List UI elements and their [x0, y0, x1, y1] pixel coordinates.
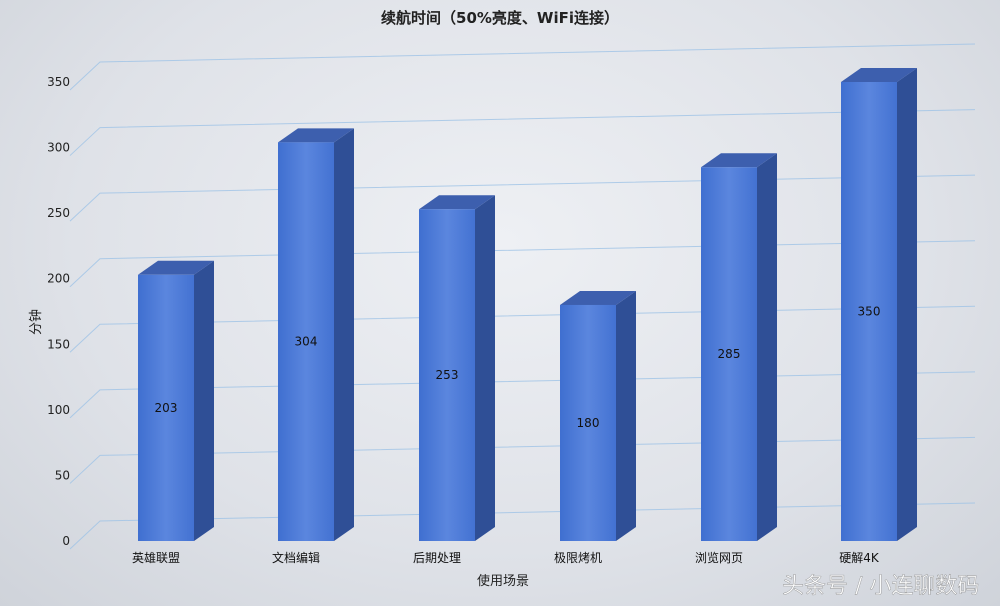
data-label: 285 — [718, 347, 741, 361]
bars: 203 304 253 180 285 350 — [138, 68, 917, 542]
x-tick-label: 极限烤机 — [554, 550, 602, 565]
y-axis-label: 分钟 — [28, 309, 44, 335]
gridline — [69, 174, 976, 222]
watermark: 头条号 / 小连聊数码 — [782, 574, 979, 599]
gridline — [69, 109, 976, 156]
y-tick-label: 50 — [55, 468, 70, 482]
x-tick-label: 英雄联盟 — [132, 550, 180, 565]
bar-front — [278, 142, 334, 541]
bar: 203 — [138, 260, 214, 541]
gridline — [69, 240, 976, 288]
gridline — [69, 305, 976, 353]
y-tick-label: 150 — [47, 337, 70, 351]
data-label: 253 — [436, 368, 459, 382]
bar-front — [138, 274, 194, 541]
x-axis-label: 使用场景 — [477, 573, 529, 589]
bar-front — [841, 82, 897, 541]
bar-side — [616, 290, 636, 541]
bar: 304 — [278, 128, 354, 541]
y-tick-label: 300 — [47, 141, 70, 155]
y-tick-label: 100 — [47, 403, 70, 417]
bar-side — [334, 128, 354, 541]
bar-side — [757, 153, 777, 541]
x-tick-label: 后期处理 — [413, 551, 461, 565]
bar: 285 — [701, 153, 777, 541]
gridlines — [69, 43, 976, 550]
bar-top — [278, 128, 354, 143]
bar-top — [419, 195, 495, 210]
bar-front — [560, 304, 616, 541]
gridline — [69, 502, 976, 550]
bar: 253 — [419, 195, 495, 542]
bar-top — [138, 260, 214, 275]
y-axis-ticks: 0 50 100 150 200 250 300 350 — [47, 75, 70, 548]
gridline — [69, 436, 976, 484]
y-tick-label: 0 — [62, 534, 70, 548]
x-tick-label: 浏览网页 — [695, 550, 743, 565]
data-label: 203 — [155, 401, 178, 415]
bar-top — [701, 153, 777, 168]
bar-top — [560, 290, 636, 305]
data-label: 304 — [295, 335, 318, 349]
data-label: 180 — [577, 416, 600, 430]
bar-front — [701, 167, 757, 541]
y-tick-label: 200 — [47, 272, 70, 286]
gridline — [69, 43, 976, 91]
bar-side — [194, 260, 214, 541]
y-tick-label: 250 — [47, 206, 70, 220]
x-tick-label: 硬解4K — [839, 551, 880, 565]
x-tick-label: 文档编辑 — [272, 550, 320, 565]
chart-title: 续航时间（50%亮度、WiFi连接） — [381, 9, 619, 27]
gridline — [69, 371, 976, 419]
bar-side — [897, 68, 917, 541]
x-axis-categories: 英雄联盟 文档编辑 后期处理 极限烤机 浏览网页 硬解4K — [132, 550, 880, 565]
bar: 350 — [841, 68, 917, 541]
bar-front — [419, 209, 475, 542]
data-label: 350 — [858, 305, 881, 319]
bar-top — [841, 68, 917, 82]
y-tick-label: 350 — [47, 75, 70, 89]
bar: 180 — [560, 290, 636, 541]
bar-side — [475, 195, 495, 542]
